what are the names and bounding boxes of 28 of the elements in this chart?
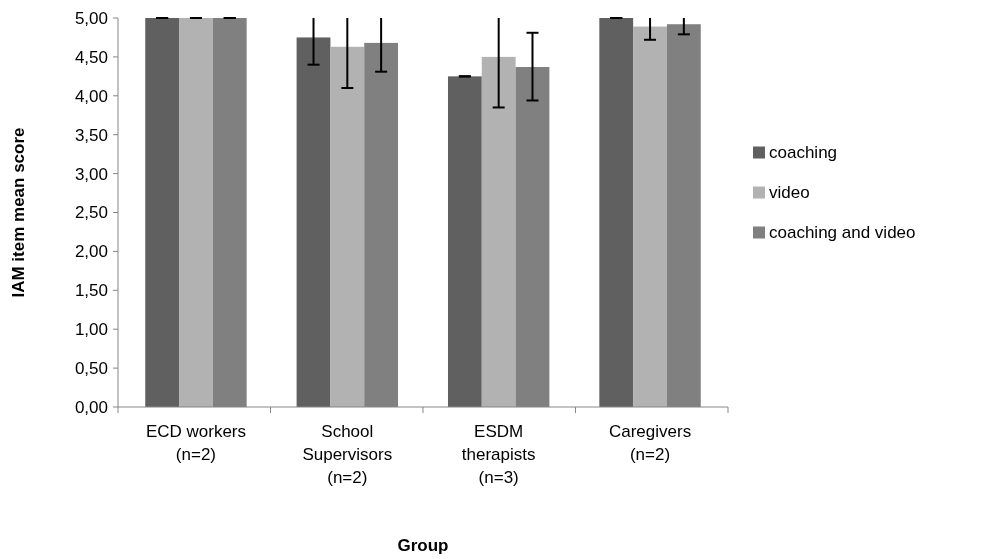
y-tick-label: 4,00 [74,86,108,106]
y-tick-label: 3,50 [74,125,108,145]
y-tick-label: 2,00 [74,242,108,262]
y-tick-label: 4,50 [74,47,108,67]
x-tick-label: ESDM therapists (n=3) [461,422,536,487]
x-tick-label: ECD workers (n=2) [145,422,247,464]
y-tick-label: 1,50 [74,281,108,301]
bar [145,18,180,407]
bar [481,56,516,407]
bar [179,18,213,407]
legend-label: coaching [769,143,838,163]
y-tick-label: 5,00 [74,8,108,28]
y-tick-label: 3,00 [74,164,108,184]
y-tick-label: 1,00 [74,320,108,340]
legend-label: coaching and video [769,223,916,243]
bar [296,37,331,407]
bar [599,18,634,407]
legend-label: video [769,183,810,203]
y-tick-label: 2,50 [74,203,108,223]
bar [330,46,365,407]
x-tick-label: Caregivers (n=2) [608,422,692,464]
bar [633,26,667,407]
bar [447,76,482,407]
y-axis-title: IAM item mean score [9,127,28,298]
y-tick-label: 0,50 [74,359,108,379]
x-axis-title: Group [397,536,449,555]
y-tick-label: 0,00 [74,397,108,417]
x-tick-label: School Supervisors (n=2) [302,422,393,487]
